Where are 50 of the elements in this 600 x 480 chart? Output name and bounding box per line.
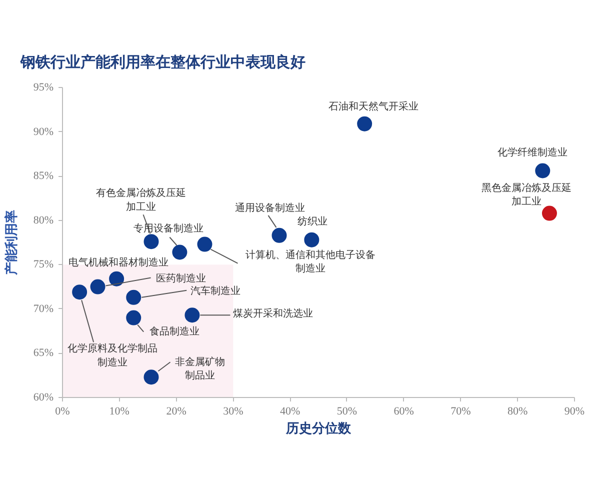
x-tick-label: 80% xyxy=(508,406,528,418)
text: 计算机、通信和其他电子设备制造业 xyxy=(246,248,376,275)
series-label: 纺织业 xyxy=(298,215,328,228)
point xyxy=(144,370,159,385)
x-tick-label: 10% xyxy=(109,406,130,418)
y-tick-label: 60% xyxy=(33,392,54,404)
y-tick-label: 70% xyxy=(33,302,54,315)
y-tick-label: 65% xyxy=(33,347,54,360)
x-tick-label: 50% xyxy=(336,406,358,418)
series-label: 化学纤维制造业 xyxy=(498,146,568,158)
text: 煤炭开采和洗选业 xyxy=(233,308,314,320)
y-tick-label: 85% xyxy=(33,170,54,182)
point xyxy=(144,234,159,250)
point xyxy=(109,271,124,286)
x-tick-label: 70% xyxy=(450,406,471,418)
series-label: 食品制造业 xyxy=(150,325,200,338)
point xyxy=(172,244,188,260)
series-label: 石油和天然气开采业 xyxy=(328,100,419,112)
point xyxy=(357,116,372,132)
text: 有色金属冶炼及压延加工业 xyxy=(96,187,186,213)
point xyxy=(90,279,106,294)
point xyxy=(72,284,88,300)
point xyxy=(197,236,212,252)
y-tick-label: 75% xyxy=(33,258,54,271)
y-tick-label: 90% xyxy=(33,126,54,138)
series-label: 电气机械和器材制造业 xyxy=(68,256,169,268)
point xyxy=(126,310,142,326)
point xyxy=(542,206,557,221)
x-tick-label: 30% xyxy=(223,406,244,418)
x-axis-title: 历史分位数 xyxy=(285,420,352,436)
y-axis-title: 产能利用率 xyxy=(3,210,18,276)
text: 通用设备制造业 xyxy=(235,202,306,214)
text: 化学原料及化学制品制造业 xyxy=(68,342,158,368)
point xyxy=(304,232,320,248)
point xyxy=(272,228,287,243)
y-tick-label: 95% xyxy=(33,82,54,94)
point xyxy=(535,163,550,178)
point xyxy=(126,290,142,305)
text: 医药制造业 xyxy=(156,272,206,284)
x-tick-label: 40% xyxy=(280,406,300,418)
chart-title: 钢铁行业产能利用率在整体行业中表现良好 xyxy=(20,53,306,71)
series-label: 黑色金属冶炼及压延加工业 xyxy=(481,182,572,208)
x-tick-label: 20% xyxy=(166,406,186,418)
y-tick-label: 80% xyxy=(33,214,54,226)
x-tick-label: 0% xyxy=(55,406,70,418)
x-tick-label: 60% xyxy=(394,406,414,418)
series-label: 非金属矿物制品业 xyxy=(175,356,226,382)
point xyxy=(184,308,200,323)
text: 汽车制造业 xyxy=(190,284,241,297)
x-tick-label: 90% xyxy=(564,406,585,418)
